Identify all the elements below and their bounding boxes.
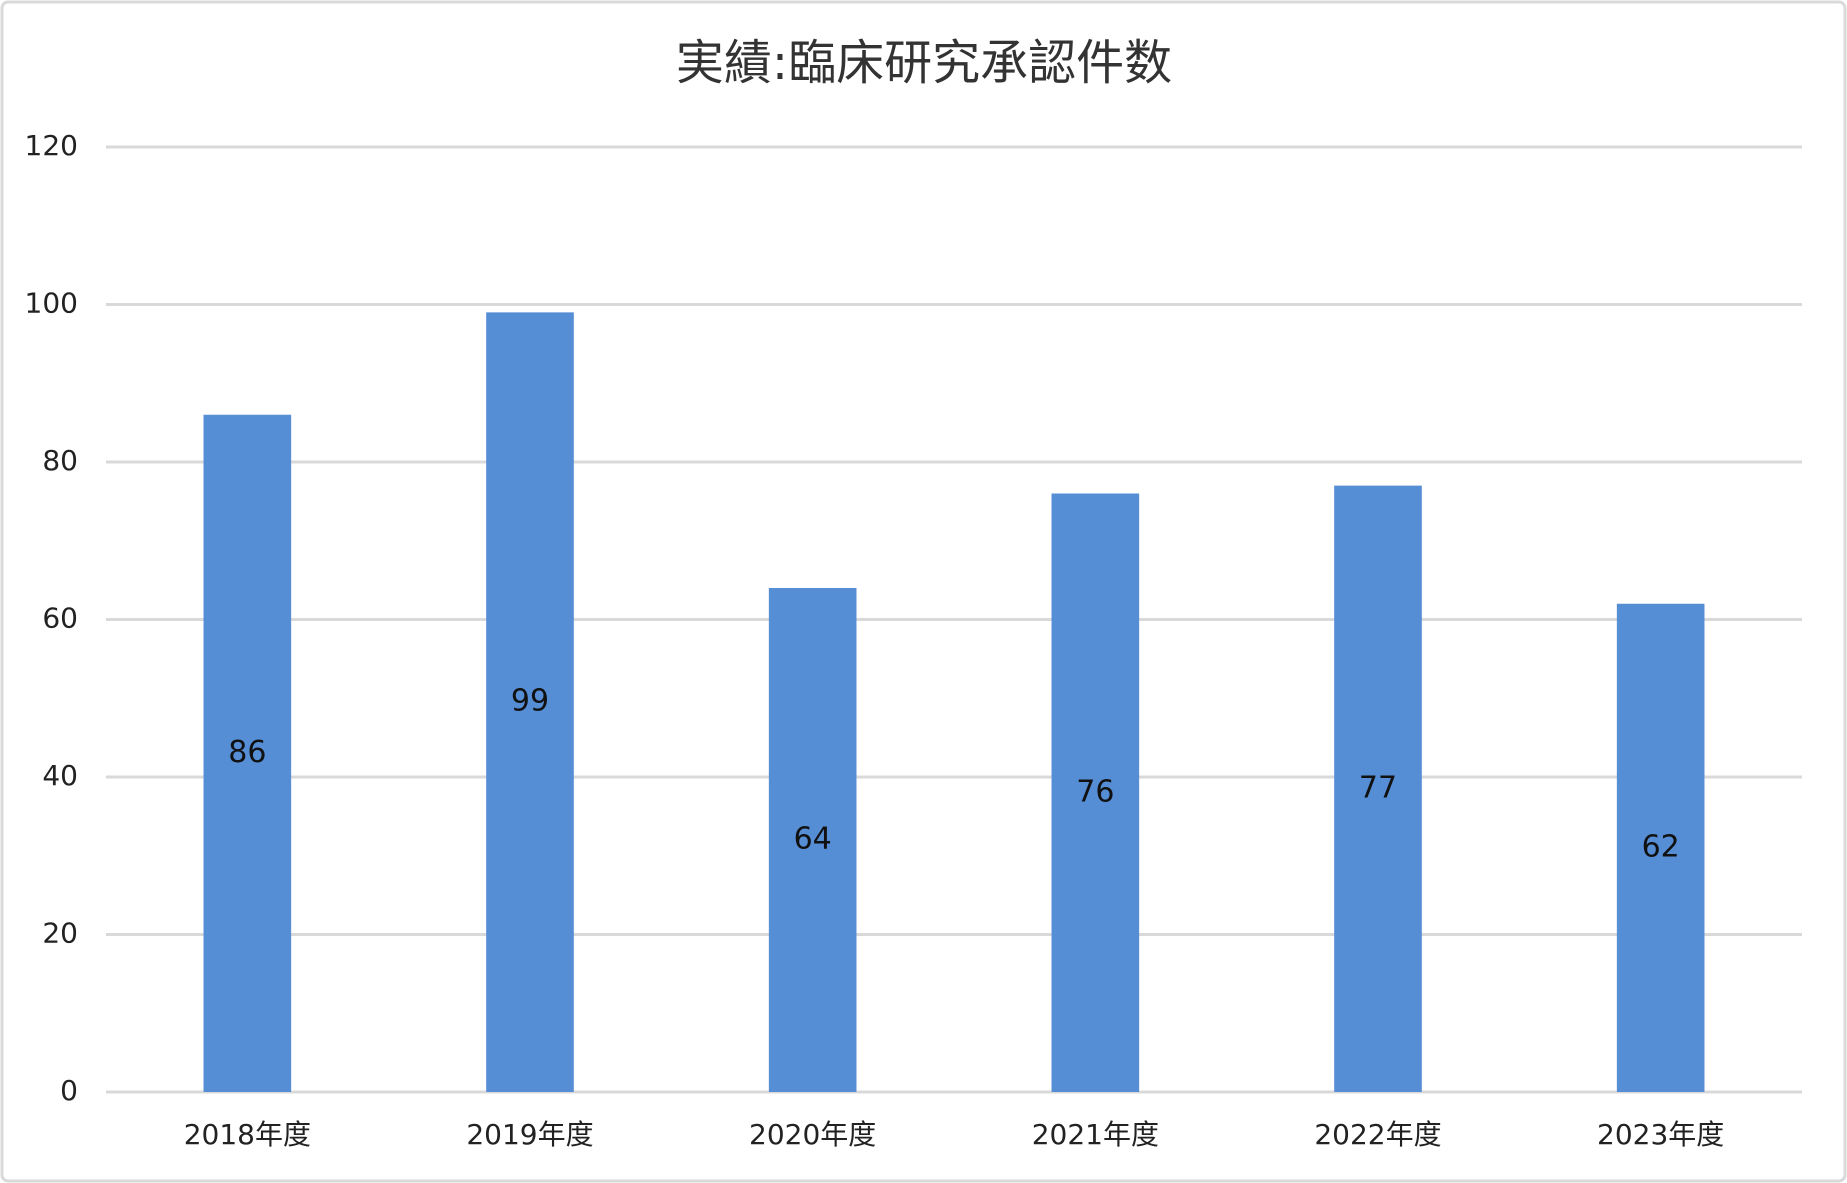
bar xyxy=(1051,493,1140,1092)
x-tick-label: 2018年度 xyxy=(184,1118,311,1151)
y-tick-label: 40 xyxy=(42,759,78,792)
y-tick-label: 100 xyxy=(25,287,78,320)
y-tick-label: 60 xyxy=(42,602,78,635)
value-label: 64 xyxy=(794,822,832,857)
y-tick-label: 20 xyxy=(42,917,78,950)
value-label: 99 xyxy=(511,684,549,719)
y-tick-label: 120 xyxy=(25,129,78,162)
bar xyxy=(1616,603,1705,1092)
x-tick-label: 2020年度 xyxy=(749,1118,876,1151)
value-label: 77 xyxy=(1359,770,1397,805)
y-tick-label: 80 xyxy=(42,444,78,477)
x-tick-label: 2023年度 xyxy=(1597,1118,1724,1151)
value-label: 76 xyxy=(1076,774,1114,809)
bar xyxy=(203,414,292,1092)
x-tick-label: 2022年度 xyxy=(1314,1118,1441,1151)
x-tick-label: 2019年度 xyxy=(466,1118,593,1151)
chart-title: 実績:臨床研究承認件数 xyxy=(676,35,1172,91)
value-label: 62 xyxy=(1642,829,1680,864)
x-tick-label: 2021年度 xyxy=(1032,1118,1159,1151)
bar xyxy=(768,588,857,1092)
value-label: 86 xyxy=(228,735,266,770)
bar xyxy=(486,312,574,1092)
bar xyxy=(1334,485,1422,1092)
y-tick-label: 0 xyxy=(60,1074,78,1107)
